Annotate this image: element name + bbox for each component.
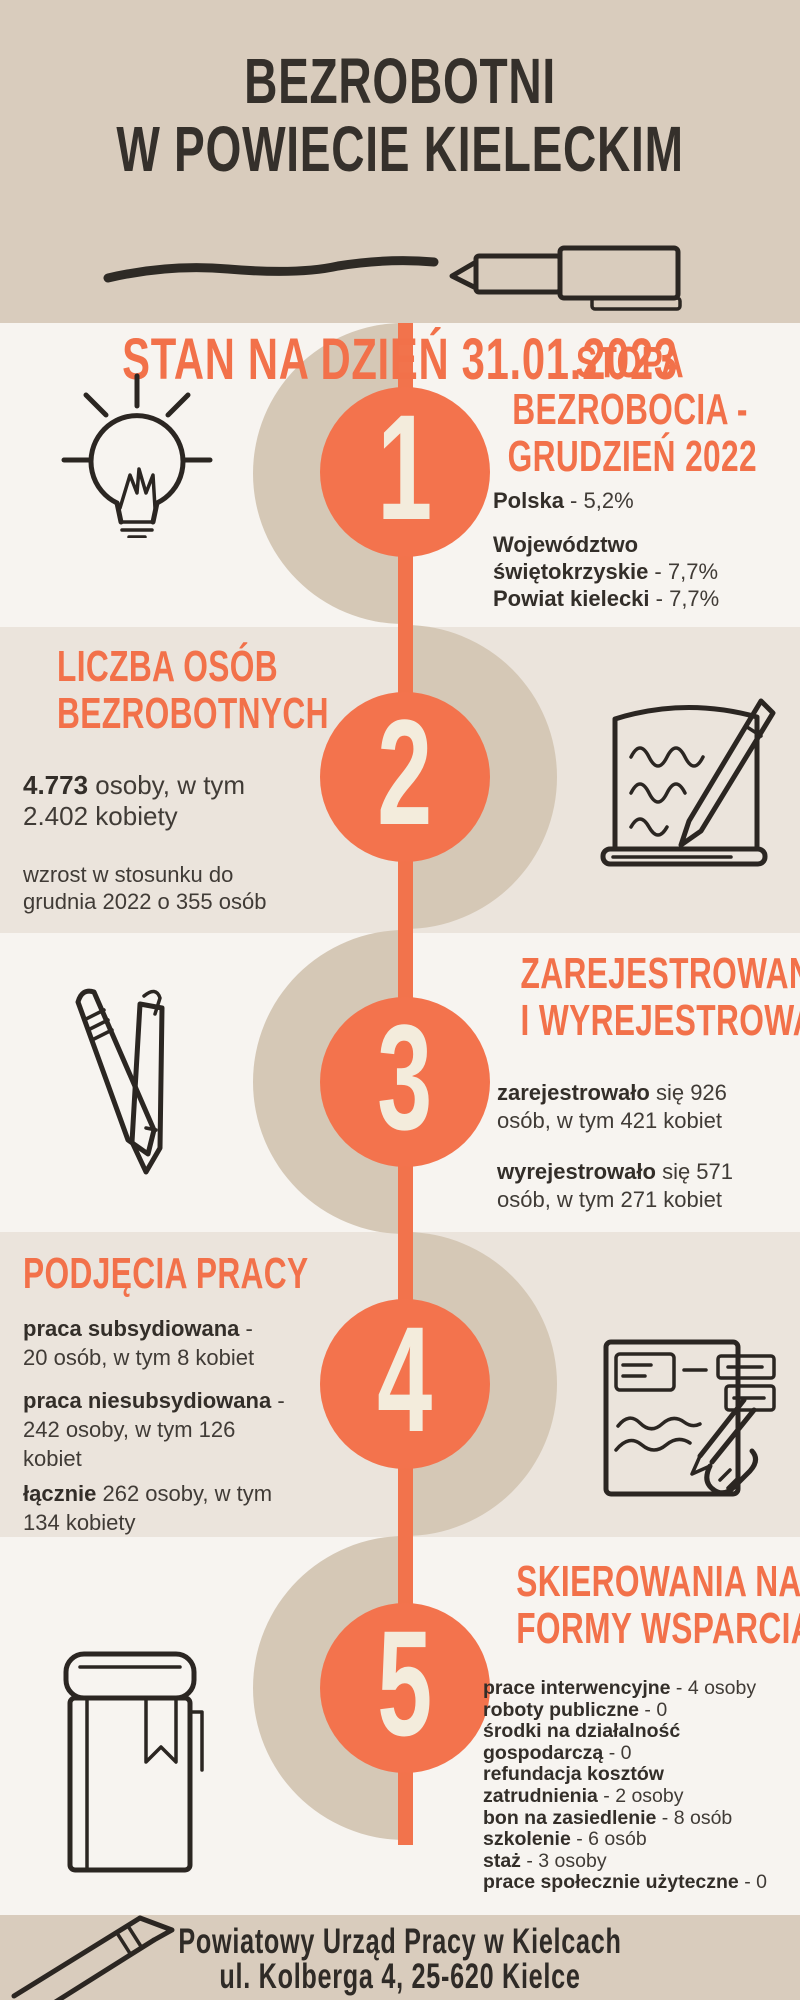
list-item: szkolenie - 6 osób <box>483 1828 647 1851</box>
stat-line: zarejestrowało się 926 <box>497 1080 727 1105</box>
list-item: refundacja kosztów <box>483 1763 664 1786</box>
section-5-heading: SKIEROWANIA NA FORMY WSPARCIA <box>516 1557 800 1653</box>
section-1-heading: STOPA BEZROBOCIA - GRUDZIEŃ 2022 <box>507 338 758 481</box>
step-circle-1: 1 <box>320 387 490 557</box>
section-4-unsubsidized: praca niesubsydiowana - 242 osoby, w tym… <box>23 1386 323 1473</box>
list-item: staż - 3 osoby <box>483 1849 607 1872</box>
figure-line: 4.773 osoby, w tym <box>23 770 246 800</box>
section-4-total: łącznie 262 osoby, w tym 134 kobiety <box>23 1479 323 1537</box>
list-item: prace interwencyjne - 4 osoby <box>483 1677 757 1699</box>
stat-line: Województwo <box>493 532 639 557</box>
stat-line: wyrejestrowało się 571 <box>497 1159 734 1184</box>
footer-org-name: Powiatowy Urząd Pracy w Kielcach <box>178 1922 622 1961</box>
section-3-registered: zarejestrowało się 926 osób, w tym 421 k… <box>497 1079 797 1135</box>
footer-address: ul. Kolberga 4, 25-620 Kielce <box>219 1957 581 1996</box>
notebook-pen-icon <box>585 683 783 881</box>
step-circle-3: 3 <box>320 997 490 1167</box>
stat-line: świętokrzyskie - 7,7% <box>493 559 719 584</box>
stat-line: 20 osób, w tym 8 kobiet <box>23 1345 255 1370</box>
step-number: 2 <box>377 688 433 856</box>
step-number: 4 <box>377 1295 433 1463</box>
footer-band <box>0 1915 800 2000</box>
pencil-icon <box>0 1908 185 2000</box>
list-item: prace społecznie użyteczne - 0 <box>483 1871 767 1894</box>
list-item: zatrudnienia - 2 osoby <box>483 1784 684 1807</box>
step-circle-2: 2 <box>320 692 490 862</box>
section-2-main-figure: 4.773 osoby, w tym 2.402 kobiety <box>23 770 323 832</box>
step-circle-5: 5 <box>320 1603 490 1773</box>
figure-line: 2.402 kobiety <box>23 801 178 831</box>
marker-pen-icon <box>100 236 710 312</box>
step-number: 3 <box>377 993 433 1161</box>
section-5-list: prace interwencyjne - 4 osoby roboty pub… <box>483 1677 800 1894</box>
stat-line: 134 kobiety <box>23 1510 136 1535</box>
list-item: bon na zasiedlenie - 8 osób <box>483 1806 733 1829</box>
list-item: gospodarczą - 0 <box>483 1741 632 1764</box>
section-1-stats: Polska - 5,2% Województwo świętokrzyskie… <box>493 487 793 612</box>
stat-line: kobiet <box>23 1446 82 1471</box>
note-line: wzrost w stosunku do <box>23 862 234 887</box>
step-number: 5 <box>377 1599 433 1767</box>
stat-line: praca niesubsydiowana - <box>23 1388 285 1413</box>
section-2-note: wzrost w stosunku do grudnia 2022 o 355 … <box>23 861 323 915</box>
main-title-line-2: W POWIECIE KIELECKIM <box>116 113 684 185</box>
step-number: 1 <box>377 383 433 551</box>
two-pens-icon <box>48 978 196 1190</box>
book-icon <box>56 1640 208 1890</box>
stat-line: Polska - 5,2% <box>493 488 634 513</box>
section-4-heading: PODJĘCIA PRACY <box>23 1249 309 1298</box>
section-2-heading: LICZBA OSÓB BEZROBOTNYCH <box>56 642 329 738</box>
stat-line: osób, w tym 271 kobiet <box>497 1187 723 1212</box>
subtitle-date: STAN NA DZIEŃ 31.01.2023 <box>122 327 678 392</box>
lightbulb-icon <box>58 370 216 538</box>
note-line: grudnia 2022 o 355 osób <box>23 889 267 914</box>
stat-line: osób, w tym 421 kobiet <box>497 1108 723 1133</box>
stat-line: łącznie 262 osoby, w tym <box>23 1481 273 1506</box>
stat-line: Powiat kielecki - 7,7% <box>493 586 720 611</box>
list-item: roboty publiczne - 0 <box>483 1698 668 1721</box>
section-3-heading: ZAREJESTROWANIA I WYREJESTROWANIA <box>520 949 800 1045</box>
step-circle-4: 4 <box>320 1299 490 1469</box>
section-4-subsidized: praca subsydiowana - 20 osób, w tym 8 ko… <box>23 1314 323 1372</box>
stat-line: 242 osoby, w tym 126 <box>23 1417 236 1442</box>
stat-line: praca subsydiowana - <box>23 1316 253 1341</box>
section-3-deregistered: wyrejestrowało się 571 osób, w tym 271 k… <box>497 1158 797 1214</box>
main-title-line-1: BEZROBOTNI <box>244 45 556 117</box>
document-hand-icon <box>588 1330 784 1506</box>
list-item: środki na działalność <box>483 1720 681 1743</box>
